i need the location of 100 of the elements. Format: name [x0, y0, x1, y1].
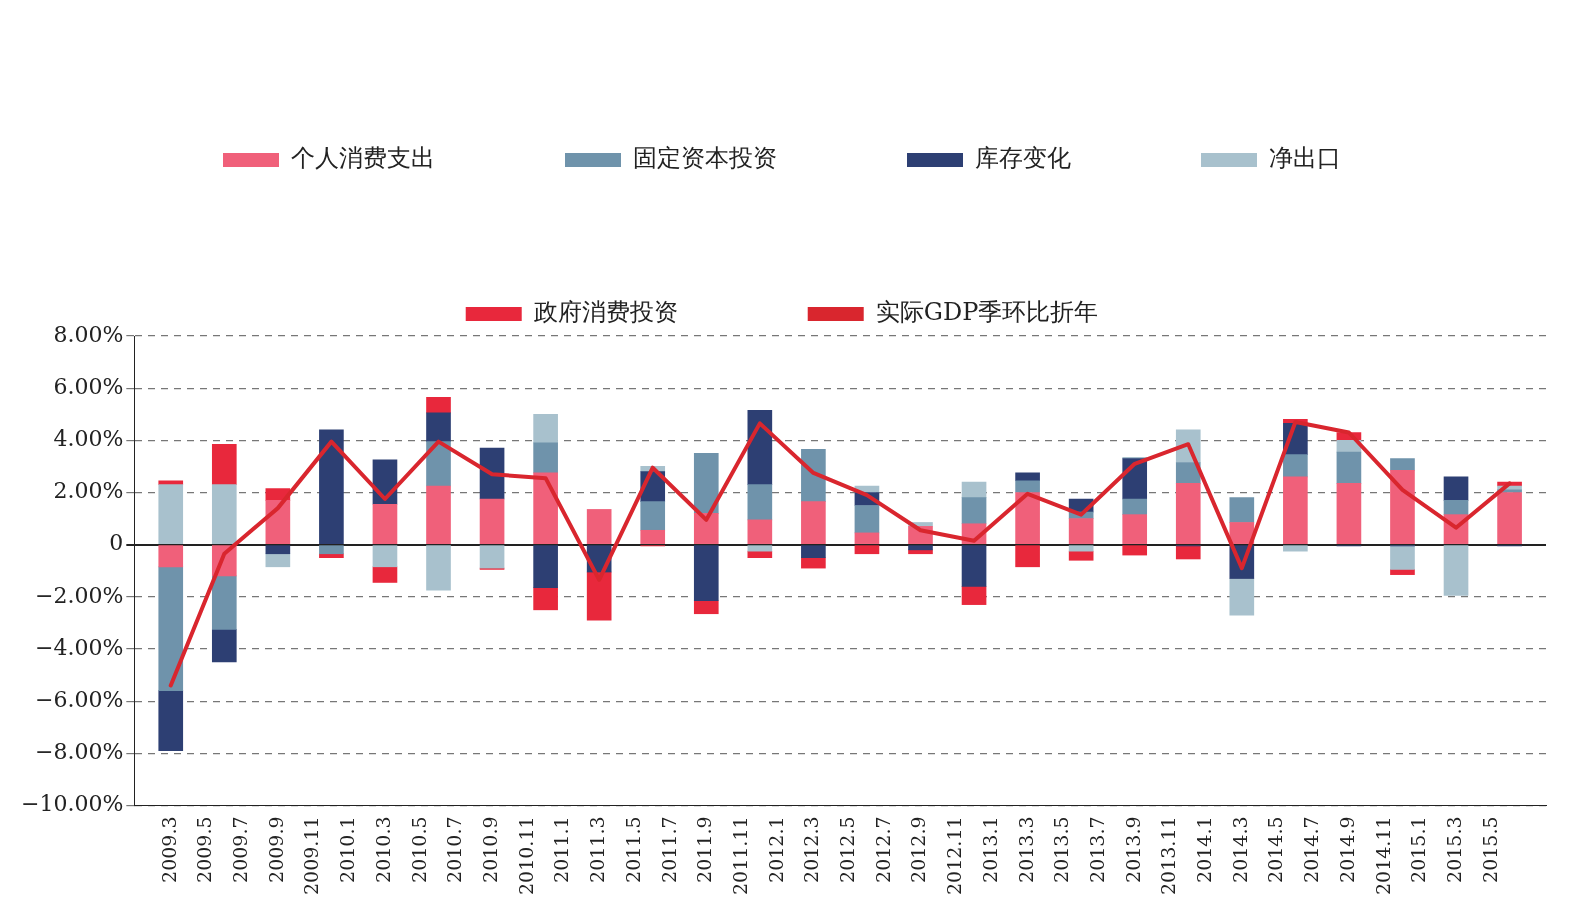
- bar: [265, 545, 291, 555]
- x-tick-label: 2013.7: [1085, 816, 1108, 883]
- bar: [1390, 469, 1415, 544]
- bar: [1443, 499, 1469, 515]
- x-tick-label: 2012.5: [836, 816, 859, 883]
- bar: [479, 545, 505, 569]
- legend-label: 库存变化: [975, 144, 1071, 173]
- bar: [1068, 518, 1094, 544]
- bar: [1443, 545, 1469, 596]
- y-tick-label: 0: [109, 530, 124, 556]
- bar: [586, 509, 612, 544]
- bar: [319, 429, 344, 544]
- x-tick-label: 2010.11: [514, 816, 537, 896]
- bar: [1390, 458, 1415, 471]
- x-tick-label: 2009.3: [157, 816, 180, 883]
- x-tick-label: 2010.3: [371, 816, 394, 883]
- bar: [1283, 476, 1308, 544]
- bar: [747, 550, 773, 559]
- x-tick-label: 2014.3: [1228, 816, 1251, 883]
- x-tick-label: 2009.9: [264, 816, 287, 883]
- legend-label: 固定资本投资: [633, 144, 777, 173]
- x-tick-label: 2009.7: [229, 816, 252, 883]
- bar: [426, 412, 451, 442]
- bar: [854, 532, 880, 544]
- x-tick-label: 2013.3: [1014, 816, 1037, 883]
- bar: [158, 484, 184, 544]
- bar: [854, 545, 880, 555]
- x-tick-label: 2013.9: [1121, 816, 1144, 883]
- bar: [265, 553, 291, 568]
- bar: [533, 442, 558, 474]
- x-tick-label: 2015.1: [1407, 816, 1430, 883]
- bar: [158, 690, 184, 751]
- x-tick-label: 2009.5: [193, 816, 216, 883]
- bar: [426, 485, 451, 544]
- bar: [747, 519, 773, 544]
- bar: [1015, 492, 1040, 544]
- legend-label: 实际GDP季环比折年: [875, 298, 1099, 327]
- x-tick-label: 2012.7: [871, 816, 894, 883]
- x-tick-label: 2011.1: [550, 816, 573, 883]
- bar: [1336, 483, 1362, 544]
- bar: [586, 571, 612, 621]
- x-tick-label: 2010.7: [443, 816, 466, 883]
- bar: [372, 566, 398, 583]
- bar: [533, 587, 558, 611]
- x-tick-label: 2011.7: [657, 816, 680, 883]
- bar: [479, 498, 505, 544]
- legend-label: 个人消费支出: [291, 144, 435, 173]
- x-tick-label: 2010.9: [479, 816, 501, 883]
- bar: [1283, 545, 1308, 552]
- x-tick-label: 2011.11: [728, 816, 751, 896]
- bar: [640, 529, 666, 544]
- x-tick-label: 2014.9: [1335, 816, 1358, 883]
- bar: [319, 545, 344, 555]
- bar: [1122, 514, 1148, 544]
- bar: [1336, 451, 1362, 484]
- bar: [1122, 498, 1148, 515]
- x-tick-label: 2013.5: [1050, 816, 1073, 883]
- bar: [801, 501, 826, 544]
- x-tick-label: 2010.1: [336, 816, 359, 883]
- bar: [1068, 550, 1094, 561]
- x-tick-label: 2015.3: [1442, 816, 1465, 883]
- x-tick-label: 2009.11: [300, 816, 323, 896]
- bar: [426, 396, 451, 414]
- bar: [211, 629, 237, 663]
- bar: [533, 472, 558, 544]
- bar: [747, 545, 773, 552]
- y-tick-label: −8.00%: [34, 738, 124, 764]
- bar: [961, 481, 987, 499]
- bar: [1390, 545, 1415, 570]
- bar: [1229, 497, 1255, 523]
- bar: [426, 545, 451, 591]
- x-tick-label: 2012.9: [907, 816, 930, 883]
- bar: [693, 513, 719, 544]
- bar: [1175, 483, 1201, 544]
- x-tick-label: 2011.9: [693, 816, 716, 883]
- legend-label: 净出口: [1269, 144, 1341, 173]
- bar: [1068, 545, 1094, 552]
- bar: [211, 443, 237, 485]
- bar: [211, 575, 237, 630]
- x-tick-label: 2010.5: [407, 816, 430, 883]
- bar: [211, 484, 237, 544]
- bar: [640, 501, 666, 531]
- bar: [372, 503, 398, 544]
- bar: [961, 586, 987, 605]
- bar: [801, 449, 826, 502]
- x-tick-label: 2013.1: [978, 816, 1001, 883]
- bar: [693, 600, 719, 615]
- bar: [533, 545, 558, 588]
- x-tick-label: 2011.3: [586, 816, 609, 883]
- x-tick-label: 2012.1: [764, 816, 787, 883]
- bar: [747, 484, 773, 521]
- bar: [1229, 578, 1255, 616]
- bar: [1175, 545, 1201, 560]
- x-tick-label: 2015.5: [1478, 816, 1501, 883]
- x-tick-label: 2014.1: [1193, 816, 1216, 883]
- x-tick-label: 2013.11: [1157, 816, 1180, 896]
- bar: [1015, 545, 1040, 568]
- bar: [1283, 454, 1308, 478]
- bar: [158, 545, 184, 568]
- y-tick-label: 2.00%: [53, 478, 124, 504]
